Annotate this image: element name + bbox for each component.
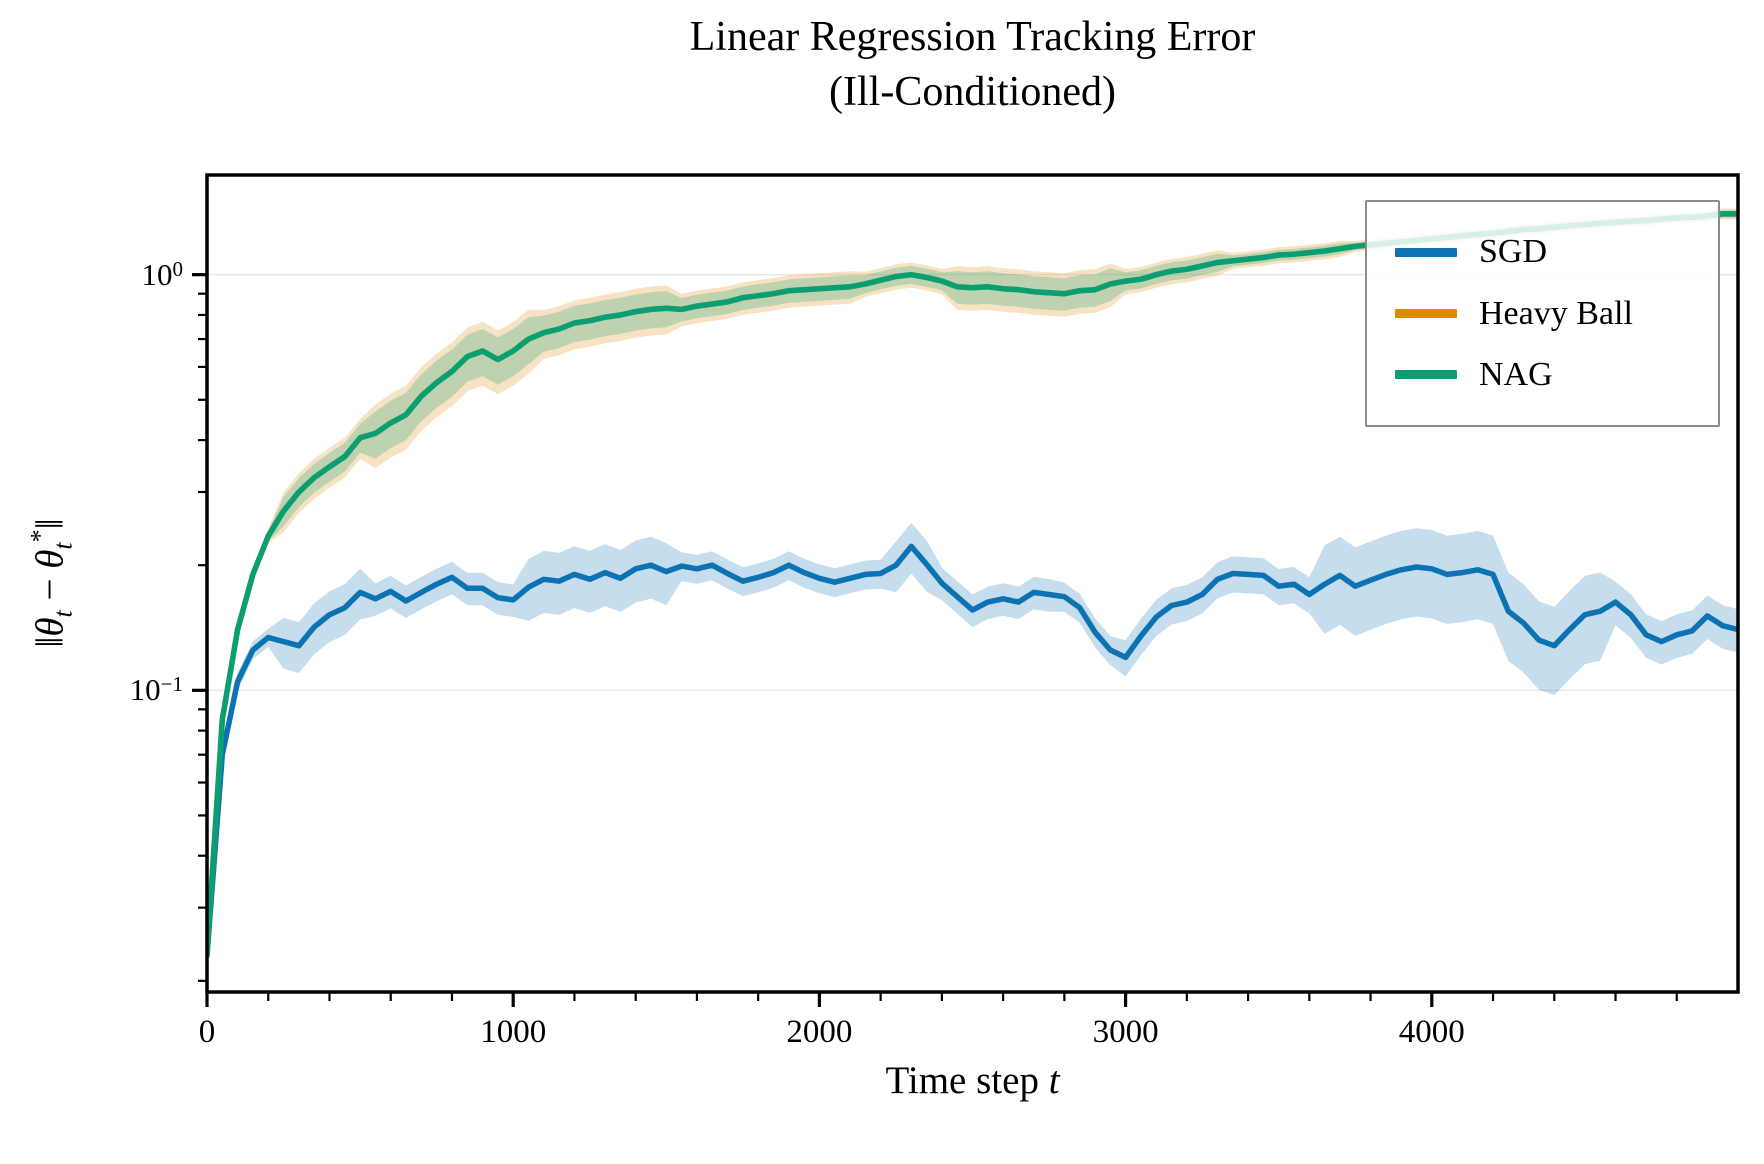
legend-label-heavy-ball: Heavy Ball (1479, 294, 1633, 332)
legend-label-nag: NAG (1479, 355, 1553, 393)
y-axis-label: ‖θt − θt*‖ (25, 518, 78, 648)
legend-item-nag[interactable]: NAG (1395, 355, 1718, 393)
y-tick-label: 100 (141, 256, 184, 292)
chart-title-line2: (Ill-Conditioned) (829, 69, 1116, 116)
x-axis-label: Time step t (885, 1059, 1060, 1102)
x-tick-label: 4000 (1398, 1014, 1465, 1050)
heavy-ball-line-swatch (1395, 309, 1457, 318)
sgd-band (207, 522, 1738, 965)
legend-item-heavy-ball[interactable]: Heavy Ball (1395, 294, 1718, 332)
nag-line-swatch (1395, 370, 1457, 380)
y-tick-label: 10−1 (129, 672, 183, 708)
chart-title: Linear Regression Tracking Error (Ill-Co… (207, 10, 1738, 121)
sgd-line (207, 543, 1738, 959)
sgd-line-swatch (1395, 247, 1457, 257)
x-tick-label: 0 (198, 1014, 216, 1050)
legend-label-sgd: SGD (1479, 233, 1548, 271)
x-tick-label: 1000 (480, 1014, 547, 1050)
legend: SGD Heavy Ball NAG (1365, 200, 1720, 427)
plot-border (205, 173, 1740, 994)
x-tick-label: 2000 (786, 1014, 853, 1050)
chart-title-line1: Linear Regression Tracking Error (689, 14, 1256, 60)
legend-item-sgd[interactable]: SGD (1395, 235, 1718, 269)
x-tick-label: 3000 (1092, 1014, 1159, 1050)
